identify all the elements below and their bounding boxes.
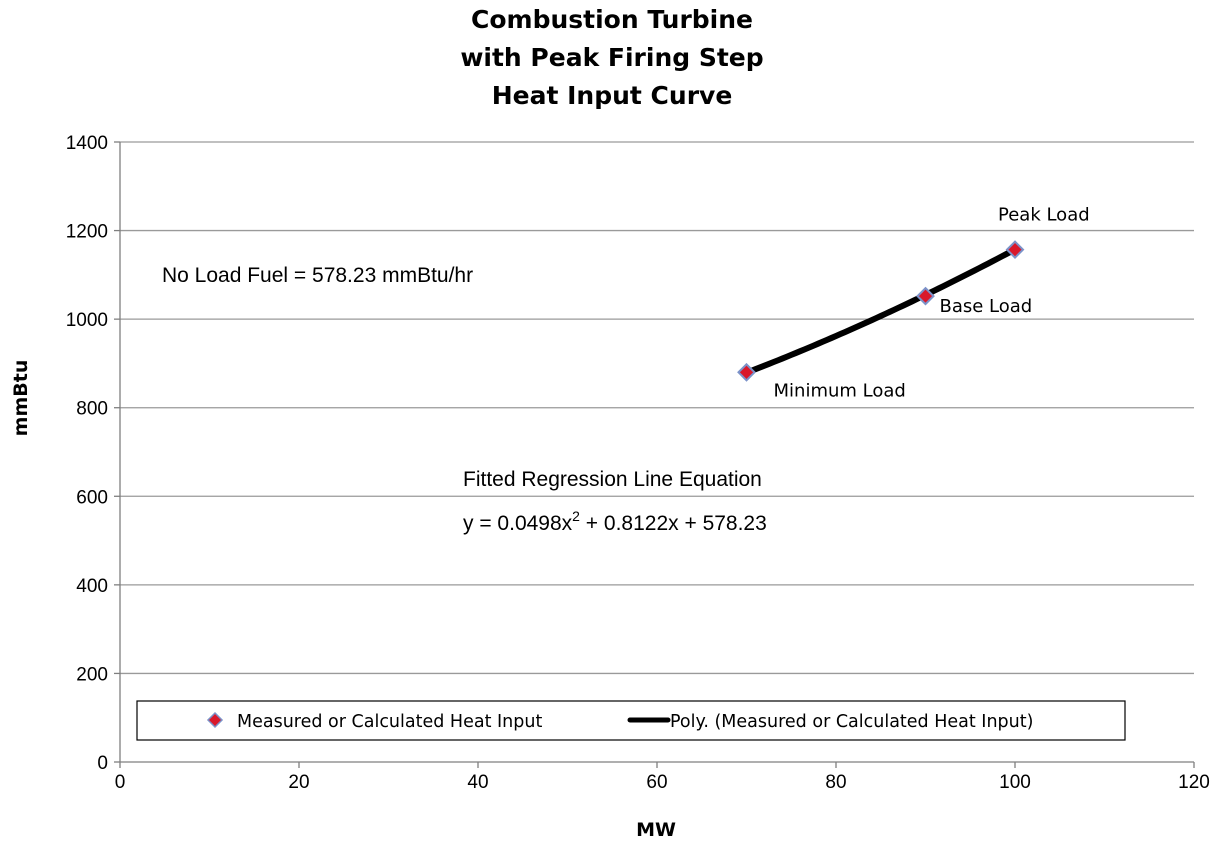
data-point-label: Base Load bbox=[940, 296, 1033, 317]
no-load-annotation: No Load Fuel = 578.23 mmBtu/hr bbox=[162, 264, 473, 287]
x-tick-label: 120 bbox=[1178, 772, 1210, 793]
y-tick-label: 400 bbox=[76, 576, 108, 597]
grid-lines bbox=[120, 141, 1194, 675]
data-point-marker bbox=[916, 286, 935, 306]
equation-prefix: y = 0.0498x bbox=[463, 512, 573, 535]
equation-text: y = 0.0498x2 + 0.8122x + 578.23 bbox=[463, 508, 767, 535]
y-tick-label: 1000 bbox=[66, 310, 108, 331]
y-tick-label: 1400 bbox=[66, 133, 108, 154]
x-tick-label: 100 bbox=[999, 772, 1031, 793]
chart-title-line-3: Heat Input Curve bbox=[492, 81, 733, 110]
equation-exponent: 2 bbox=[572, 508, 580, 524]
y-tick-label: 600 bbox=[76, 487, 108, 508]
legend-diamond-icon bbox=[206, 711, 224, 729]
axes bbox=[114, 141, 1195, 768]
y-tick-label: 200 bbox=[76, 664, 108, 685]
fit-line-layer bbox=[743, 246, 1018, 376]
data-point-label: Peak Load bbox=[998, 205, 1090, 226]
poly-fit-line bbox=[743, 246, 1018, 376]
legend-label-measured: Measured or Calculated Heat Input bbox=[237, 712, 542, 732]
equation-suffix: + 0.8122x + 578.23 bbox=[580, 512, 767, 535]
data-point-label: Minimum Load bbox=[774, 380, 906, 401]
y-tick-label: 800 bbox=[76, 399, 108, 420]
x-axis-title: MW bbox=[636, 819, 676, 841]
legend-label-poly: Poly. (Measured or Calculated Heat Input… bbox=[670, 712, 1033, 732]
y-tick-label: 0 bbox=[97, 753, 108, 774]
x-tick-label: 40 bbox=[467, 772, 488, 793]
equation-title: Fitted Regression Line Equation bbox=[463, 468, 762, 491]
y-tick-label: 1200 bbox=[66, 222, 108, 243]
x-tick-label: 0 bbox=[115, 772, 126, 793]
data-point-marker bbox=[1005, 240, 1025, 260]
legend: Measured or Calculated Heat Input Poly. … bbox=[136, 700, 1126, 741]
x-tick-label: 20 bbox=[288, 772, 309, 793]
chart-title-line-2: with Peak Firing Step bbox=[460, 43, 763, 72]
data-point-marker bbox=[737, 362, 756, 382]
y-axis-title: mmBtu bbox=[10, 360, 32, 437]
chart-title-line-1: Combustion Turbine bbox=[471, 5, 753, 34]
tick-labels: 0 200 400 600 800 1000 1200 1400 0 20 40 60 80 100 120 bbox=[66, 133, 1210, 793]
x-tick-label: 80 bbox=[825, 772, 846, 793]
x-tick-label: 60 bbox=[646, 772, 667, 793]
points-layer: Minimum Load Base Load Peak Load bbox=[737, 205, 1090, 401]
